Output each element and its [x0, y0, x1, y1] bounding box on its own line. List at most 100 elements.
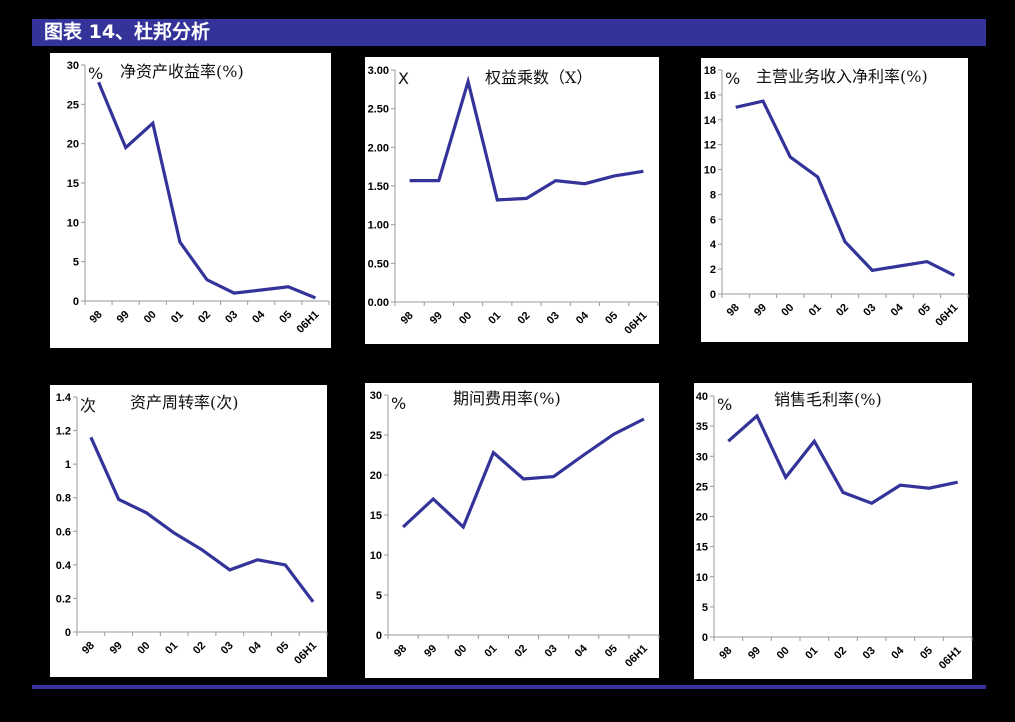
footer-divider	[32, 685, 986, 689]
x-tick-label: 02	[191, 640, 208, 657]
y-tick-label: 20	[67, 139, 79, 151]
y-tick-label: 3.00	[368, 65, 389, 77]
y-tick-label: 25	[370, 430, 382, 442]
x-tick-label: 04	[573, 642, 591, 660]
y-tick-label: 5	[702, 602, 708, 614]
x-tick-label: 05	[603, 310, 620, 327]
x-tick-label: 03	[861, 645, 878, 662]
y-tick-label: 8	[710, 189, 716, 201]
y-tick-label: 2	[710, 264, 716, 276]
x-tick-label: 02	[834, 302, 851, 319]
x-tick-label: 06H1	[623, 643, 650, 670]
x-tick-label: 01	[482, 643, 499, 660]
chart-equity-multiplier: 0.00 0.50 1.00 1.50 2.00 2.50 3.00 98 99 00 01 02 03…	[368, 65, 659, 337]
y-tick-label: 1.50	[368, 181, 389, 193]
y-tick-label: 0	[73, 296, 79, 308]
y-tick-label: 0	[702, 632, 708, 644]
chart-panel-roe: 0 5 10 15 20 25 30 98 99 00 01 02 03 04 05 06H1% 净资产收益率(…	[50, 53, 331, 348]
y-tick-label: 6	[710, 214, 716, 226]
x-tick-label: 03	[861, 302, 878, 319]
x-tick-label: 03	[219, 640, 236, 657]
x-tick-label: 99	[422, 643, 439, 660]
y-tick-label: 30	[67, 60, 79, 72]
figure-title: 图表 14、杜邦分析	[44, 21, 211, 43]
y-tick-label: 12	[704, 140, 716, 152]
x-tick-label: 05	[274, 640, 291, 657]
x-tick-label: 05	[277, 309, 294, 326]
y-tick-label: 2.00	[368, 142, 389, 154]
x-tick-label: 05	[918, 645, 935, 662]
y-tick-label: 1.2	[56, 426, 71, 438]
x-tick-label: 99	[108, 640, 125, 657]
x-tick-label: 00	[775, 645, 792, 662]
x-tick-label: 01	[163, 640, 180, 657]
x-tick-label: 02	[832, 645, 849, 662]
x-tick-label: 99	[752, 302, 769, 319]
x-tick-label: 05	[603, 643, 620, 660]
x-tick-label: 06H1	[622, 310, 649, 337]
chart-title: 权益乘数（X）	[485, 68, 592, 87]
unit-label: %	[725, 69, 740, 88]
series-line	[97, 81, 317, 300]
y-tick-label: 15	[696, 542, 708, 554]
chart-panel-expense-ratio: 0 5 10 15 20 25 30 98 99 00 01 02 03 04 05 06H1% 期间费用率(%…	[365, 383, 660, 678]
figure-title-bar: 图表 14、杜邦分析	[32, 19, 986, 46]
y-tick-label: 15	[67, 178, 79, 190]
y-tick-label: 30	[370, 390, 382, 402]
y-tick-label: 0	[376, 630, 382, 642]
x-tick-label: 01	[169, 309, 186, 326]
chart-title: 期间费用率(%)	[453, 389, 561, 408]
series-line	[735, 99, 956, 277]
x-tick-label: 06H1	[294, 309, 321, 336]
unit-label: %	[717, 395, 732, 414]
y-tick-label: 0.8	[56, 493, 71, 505]
x-tick-label: 06H1	[292, 640, 319, 667]
x-tick-label: 02	[515, 310, 532, 327]
y-tick-label: 10	[67, 217, 79, 229]
y-tick-label: 40	[696, 391, 708, 403]
series-line	[89, 436, 315, 603]
series-line	[409, 75, 644, 202]
y-tick-label: 0.2	[56, 593, 71, 605]
y-tick-label: 0	[710, 289, 716, 301]
x-tick-label: 98	[399, 310, 416, 327]
chart-asset-turnover: 0 0.2 0.4 0.6 0.8 1 1.2 1.4 98 99 00 01 02 03 04 05 06H1…	[56, 392, 328, 667]
x-tick-label: 04	[889, 644, 907, 662]
unit-label: %	[391, 394, 406, 413]
x-tick-label: 02	[196, 309, 213, 326]
y-tick-label: 10	[696, 572, 708, 584]
x-tick-label: 00	[452, 643, 469, 660]
x-tick-label: 06H1	[933, 302, 960, 329]
x-tick-label: 00	[779, 302, 796, 319]
y-tick-label: 2.50	[368, 104, 389, 116]
x-tick-label: 06H1	[937, 645, 964, 672]
x-tick-label: 00	[142, 309, 159, 326]
x-tick-label: 03	[223, 309, 240, 326]
unit-label: %	[88, 64, 103, 83]
x-tick-label: 01	[486, 310, 503, 327]
series-line	[727, 413, 959, 505]
y-tick-label: 0.6	[56, 526, 71, 538]
series-line	[402, 417, 645, 530]
x-tick-label: 99	[428, 310, 445, 327]
y-tick-label: 18	[704, 65, 716, 77]
unit-label: X	[398, 69, 409, 88]
x-tick-label: 03	[545, 310, 562, 327]
x-tick-label: 05	[916, 302, 933, 319]
chart-title: 主营业务收入净利率(%)	[756, 67, 928, 86]
y-tick-label: 25	[696, 481, 708, 493]
y-tick-label: 20	[370, 470, 382, 482]
y-tick-label: 14	[704, 115, 717, 127]
x-tick-label: 04	[574, 309, 592, 327]
y-tick-label: 1.00	[368, 220, 389, 232]
x-tick-label: 99	[746, 645, 763, 662]
x-tick-label: 04	[247, 639, 265, 657]
chart-panel-asset-turnover: 0 0.2 0.4 0.6 0.8 1 1.2 1.4 98 99 00 01 02 03 04 05 06H1…	[50, 385, 328, 677]
y-tick-label: 4	[710, 239, 717, 251]
chart-title: 资产周转率(次)	[130, 393, 239, 412]
y-tick-label: 15	[370, 510, 382, 522]
chart-title: 净资产收益率(%)	[120, 62, 244, 81]
